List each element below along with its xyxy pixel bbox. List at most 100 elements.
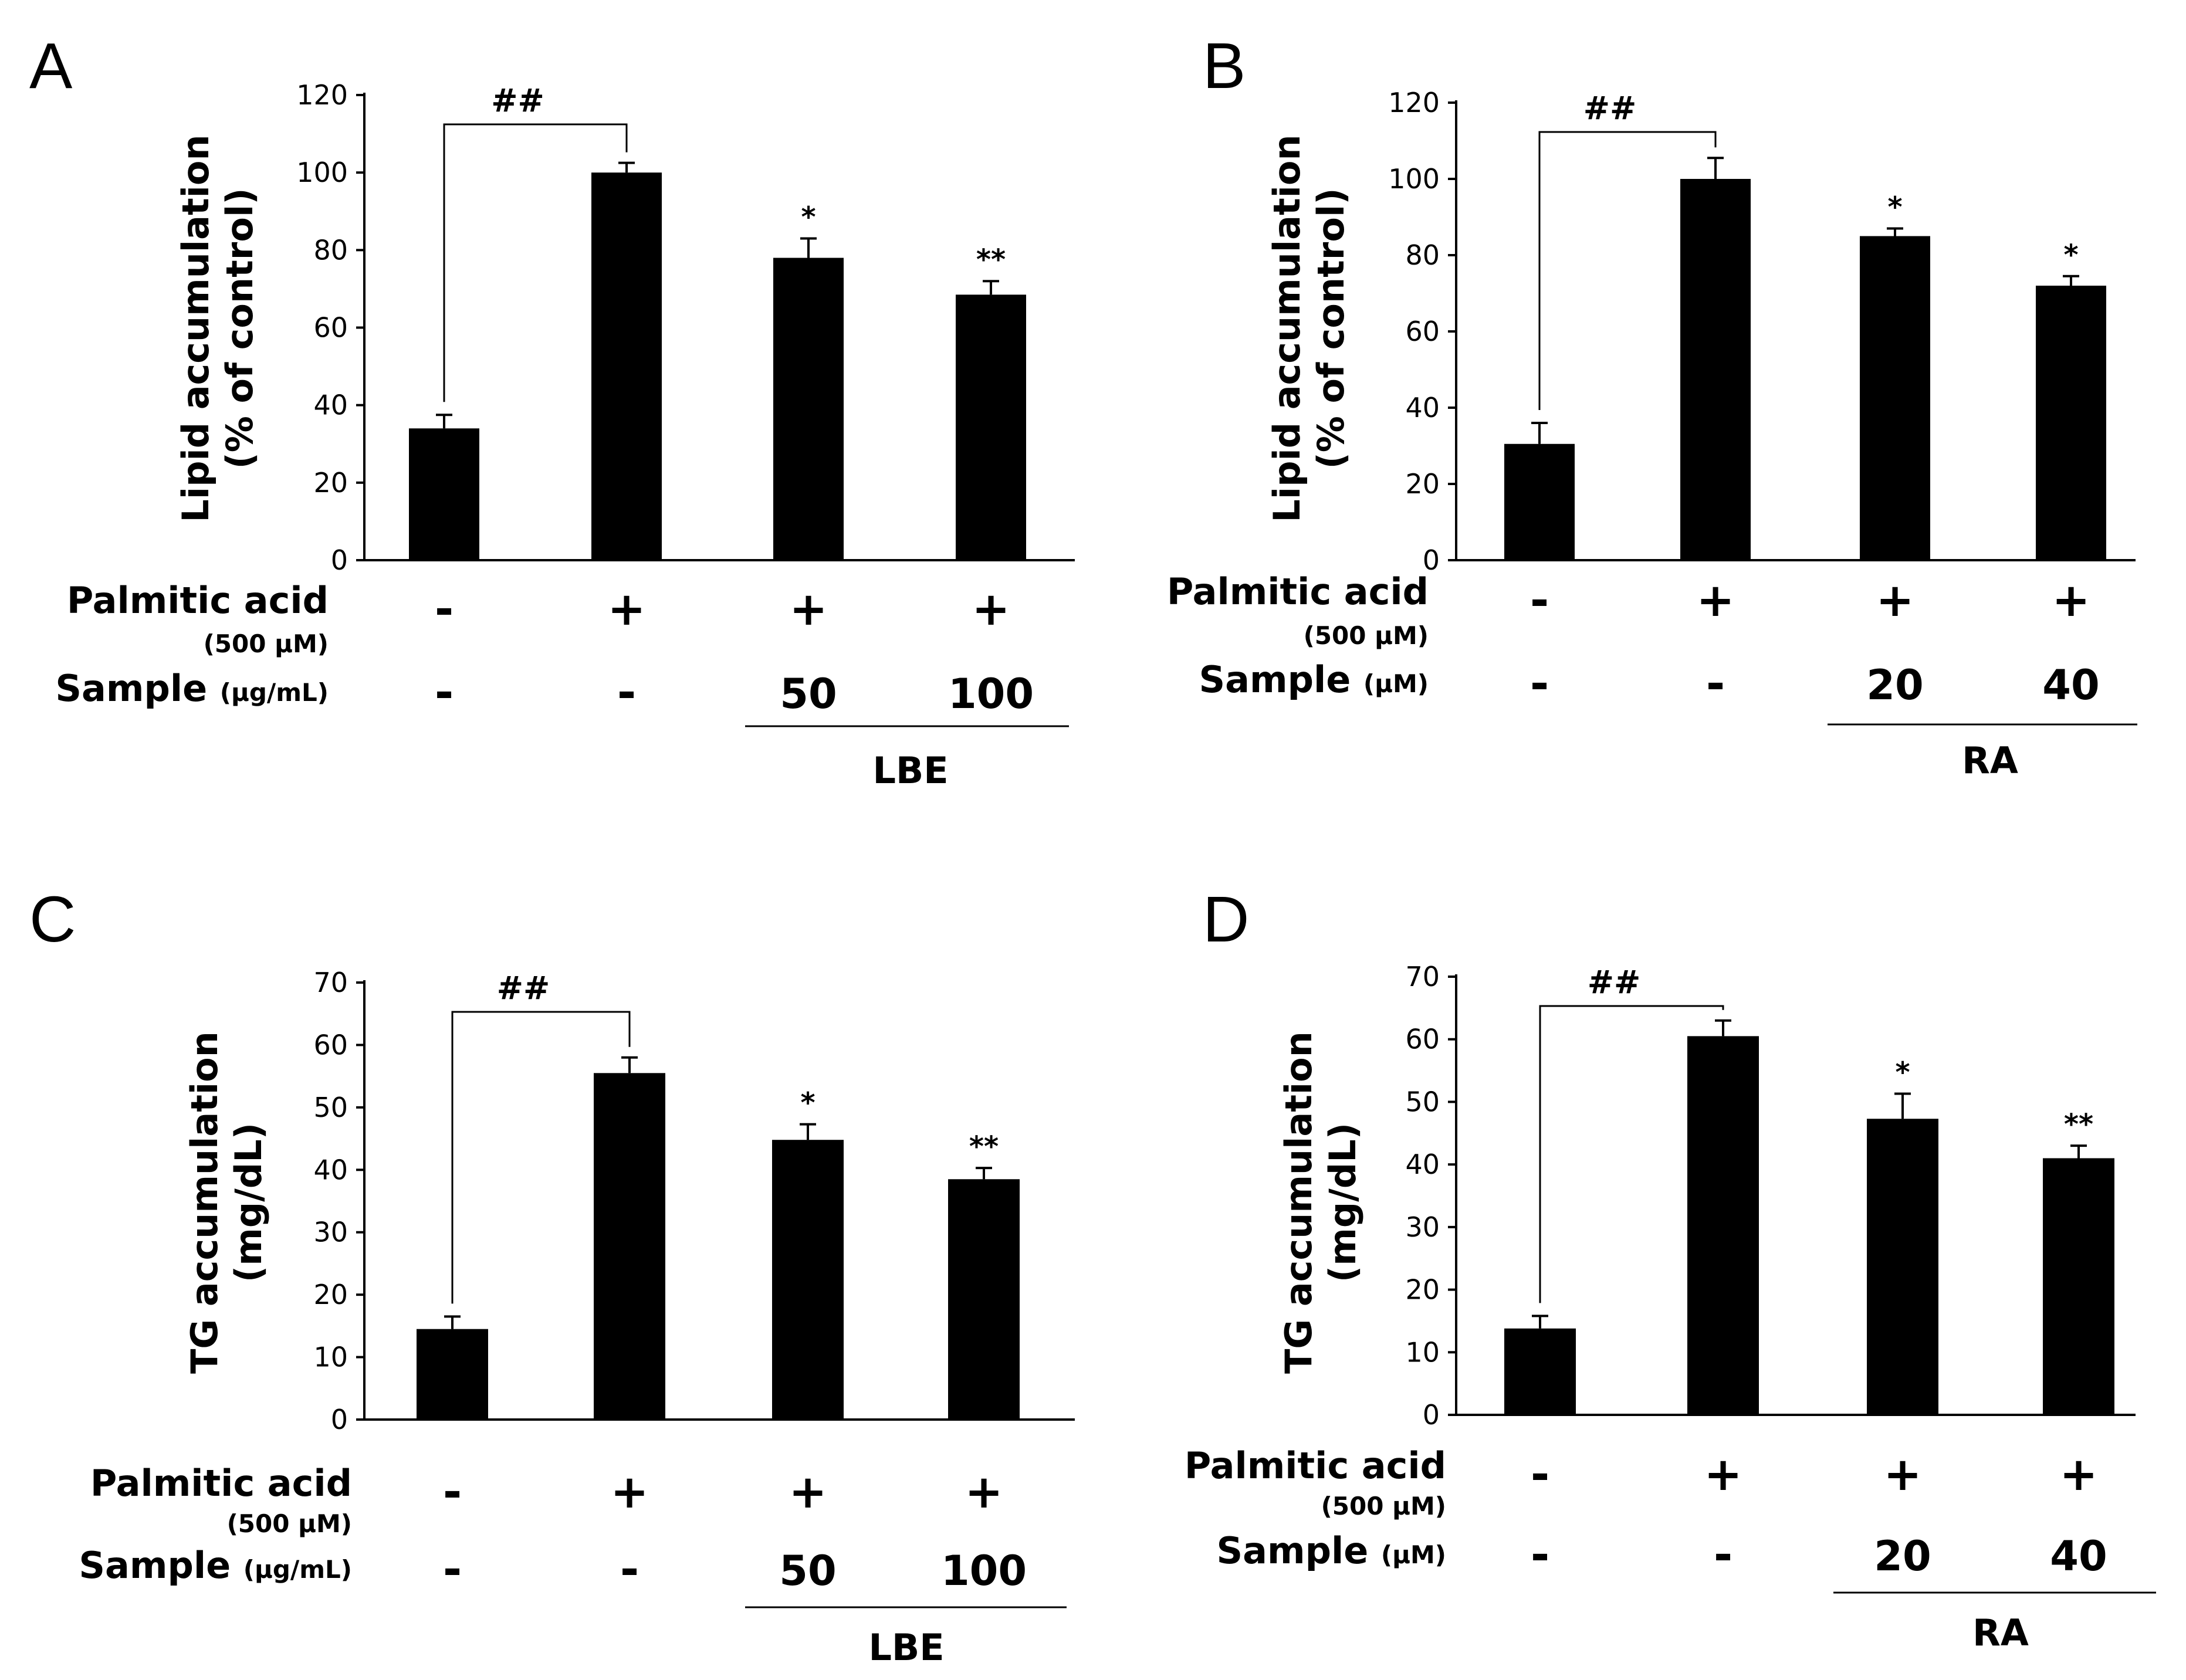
y-tick-label: 60 — [1405, 316, 1440, 347]
y-tick-label: 40 — [1405, 1149, 1440, 1180]
y-tick-label: 0 — [1423, 1399, 1440, 1431]
significance-label: * — [2063, 239, 2078, 272]
panel-a: A 0 20 40 60 80 100 120 Lipid accumulation (% of … — [29, 30, 1075, 792]
y-tick-label: 70 — [313, 967, 348, 998]
bar — [948, 1179, 1020, 1420]
palmitic-acid-mark: - — [1531, 1448, 1549, 1501]
sample-mark: - — [1531, 1529, 1549, 1581]
y-axis-title: Lipid accumulation — [1265, 134, 1308, 522]
palmitic-acid-mark: + — [789, 1466, 827, 1519]
palmitic-acid-mark: + — [1883, 1448, 1921, 1501]
sample-word: Sample — [79, 1544, 243, 1587]
bar — [956, 294, 1026, 560]
y-tick-label: 30 — [1405, 1211, 1440, 1243]
significance-bracket — [1539, 1005, 1724, 1303]
sample-mark: 50 — [780, 670, 837, 718]
significance-bracket — [1538, 131, 1717, 410]
y-tick-label: 100 — [1388, 163, 1440, 195]
palmitic-acid-mark: + — [1704, 1448, 1742, 1501]
y-tick-label: 50 — [313, 1092, 348, 1123]
bracket-label: ## — [497, 970, 550, 1007]
sample-mark: - — [443, 1543, 462, 1596]
y-tick-label: 60 — [313, 312, 348, 344]
sample-mark: 20 — [1866, 661, 1923, 709]
panel-letter: C — [29, 883, 76, 956]
y-axis-title: TG accumulation — [1277, 1031, 1320, 1374]
sample-mark: - — [435, 666, 454, 719]
palmitic-acid-mark: + — [2052, 574, 2090, 627]
sample-word: Sample — [55, 667, 219, 710]
y-tick-label: 120 — [1388, 87, 1440, 118]
row-label-palmitic-acid: Palmitic acid — [1167, 570, 1429, 613]
y-tick-label: 10 — [313, 1342, 348, 1373]
bar — [1504, 1328, 1576, 1415]
palmitic-acid-mark: + — [610, 1466, 648, 1519]
sample-mark: 40 — [2042, 661, 2099, 709]
row-label-sample: Sample (μg/mL) — [79, 1544, 352, 1587]
palmitic-acid-mark: + — [2059, 1448, 2097, 1501]
palmitic-acid-mark: - — [443, 1466, 462, 1519]
y-tick-label: 40 — [1405, 392, 1440, 424]
palmitic-acid-mark: + — [965, 1466, 1003, 1519]
y-tick-label: 60 — [313, 1029, 348, 1061]
y-tick-label: 20 — [313, 1279, 348, 1310]
significance-label: ** — [2064, 1108, 2093, 1141]
y-tick-label: 120 — [296, 79, 348, 111]
row-label-palmitic-acid: Palmitic acid — [1185, 1444, 1446, 1487]
group-label: LBE — [868, 1626, 944, 1669]
bracket-label: ## — [1588, 964, 1641, 1001]
palmitic-acid-mark: + — [972, 583, 1010, 636]
y-axis-unit: (mg/dL) — [227, 1123, 270, 1282]
row-label-sample: Sample (μM) — [1199, 658, 1429, 701]
bar — [417, 1329, 488, 1420]
y-axis-unit: (% of control) — [1309, 188, 1352, 469]
y-tick-label: 80 — [1405, 239, 1440, 271]
significance-label: * — [800, 1087, 815, 1120]
significance-label: * — [1895, 1056, 1910, 1089]
row-label-palmitic-acid: Palmitic acid — [67, 579, 329, 622]
bar — [594, 1073, 665, 1420]
y-tick-label: 20 — [1405, 1274, 1440, 1306]
row-sublabel-concentration: (500 μM) — [204, 629, 329, 658]
y-tick-label: 60 — [1405, 1024, 1440, 1055]
significance-bracket — [443, 123, 628, 402]
significance-label: * — [1887, 191, 1902, 224]
bar — [591, 172, 662, 561]
bar — [1687, 1036, 1759, 1415]
bracket-label: ## — [1583, 90, 1637, 127]
sample-mark: 20 — [1874, 1532, 1931, 1580]
bar — [409, 428, 479, 560]
y-tick-label: 50 — [1405, 1086, 1440, 1117]
y-axis-title: Lipid accumulation — [174, 134, 217, 522]
sample-unit: (μM) — [1381, 1540, 1446, 1569]
row-label-sample: Sample (μM) — [1217, 1529, 1446, 1572]
panel-letter: B — [1203, 30, 1246, 102]
y-tick-label: 40 — [313, 389, 348, 421]
bracket-label: ## — [491, 82, 544, 119]
sample-mark: 40 — [2050, 1532, 2107, 1580]
significance-label: ** — [969, 1130, 999, 1163]
panel-letter: A — [29, 30, 73, 102]
group-label: RA — [1962, 739, 2018, 782]
sample-unit: (μg/mL) — [243, 1555, 352, 1584]
palmitic-acid-mark: - — [1530, 574, 1549, 627]
panel-b: B 0 20 40 60 80 100 120 Lipid accumulation (% of … — [1167, 30, 2137, 782]
row-sublabel-concentration: (500 μM) — [1321, 1492, 1446, 1520]
palmitic-acid-mark: + — [1696, 574, 1734, 627]
y-tick-label: 20 — [1405, 468, 1440, 500]
y-tick-label: 100 — [296, 157, 348, 188]
group-label: RA — [1972, 1611, 2029, 1654]
group-label: LBE — [872, 749, 948, 792]
sample-mark: - — [620, 1543, 639, 1596]
y-tick-label: 40 — [313, 1154, 348, 1186]
sample-mark: 50 — [779, 1547, 836, 1595]
palmitic-acid-mark: + — [789, 583, 827, 636]
y-tick-label: 80 — [313, 234, 348, 266]
panel-letter: D — [1203, 883, 1249, 956]
sample-mark: 100 — [948, 670, 1034, 718]
y-tick-label: 0 — [331, 1404, 348, 1435]
significance-label: ** — [976, 243, 1006, 276]
sample-mark: - — [1706, 658, 1725, 710]
y-tick-label: 0 — [331, 544, 348, 576]
